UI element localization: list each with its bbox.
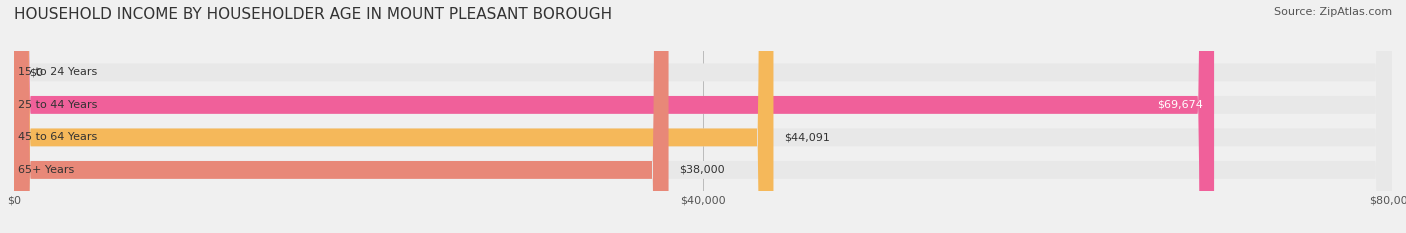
Text: Source: ZipAtlas.com: Source: ZipAtlas.com xyxy=(1274,7,1392,17)
Text: 65+ Years: 65+ Years xyxy=(18,165,75,175)
Text: $38,000: $38,000 xyxy=(679,165,725,175)
FancyBboxPatch shape xyxy=(14,0,669,233)
FancyBboxPatch shape xyxy=(14,0,1392,233)
Text: 25 to 44 Years: 25 to 44 Years xyxy=(18,100,97,110)
FancyBboxPatch shape xyxy=(14,0,1392,233)
FancyBboxPatch shape xyxy=(14,0,1215,233)
Text: $44,091: $44,091 xyxy=(785,132,831,142)
Text: $0: $0 xyxy=(30,67,44,77)
Text: 15 to 24 Years: 15 to 24 Years xyxy=(18,67,97,77)
Text: $69,674: $69,674 xyxy=(1157,100,1204,110)
Text: 45 to 64 Years: 45 to 64 Years xyxy=(18,132,97,142)
FancyBboxPatch shape xyxy=(14,0,1392,233)
FancyBboxPatch shape xyxy=(14,0,773,233)
FancyBboxPatch shape xyxy=(14,0,1392,233)
Text: HOUSEHOLD INCOME BY HOUSEHOLDER AGE IN MOUNT PLEASANT BOROUGH: HOUSEHOLD INCOME BY HOUSEHOLDER AGE IN M… xyxy=(14,7,612,22)
